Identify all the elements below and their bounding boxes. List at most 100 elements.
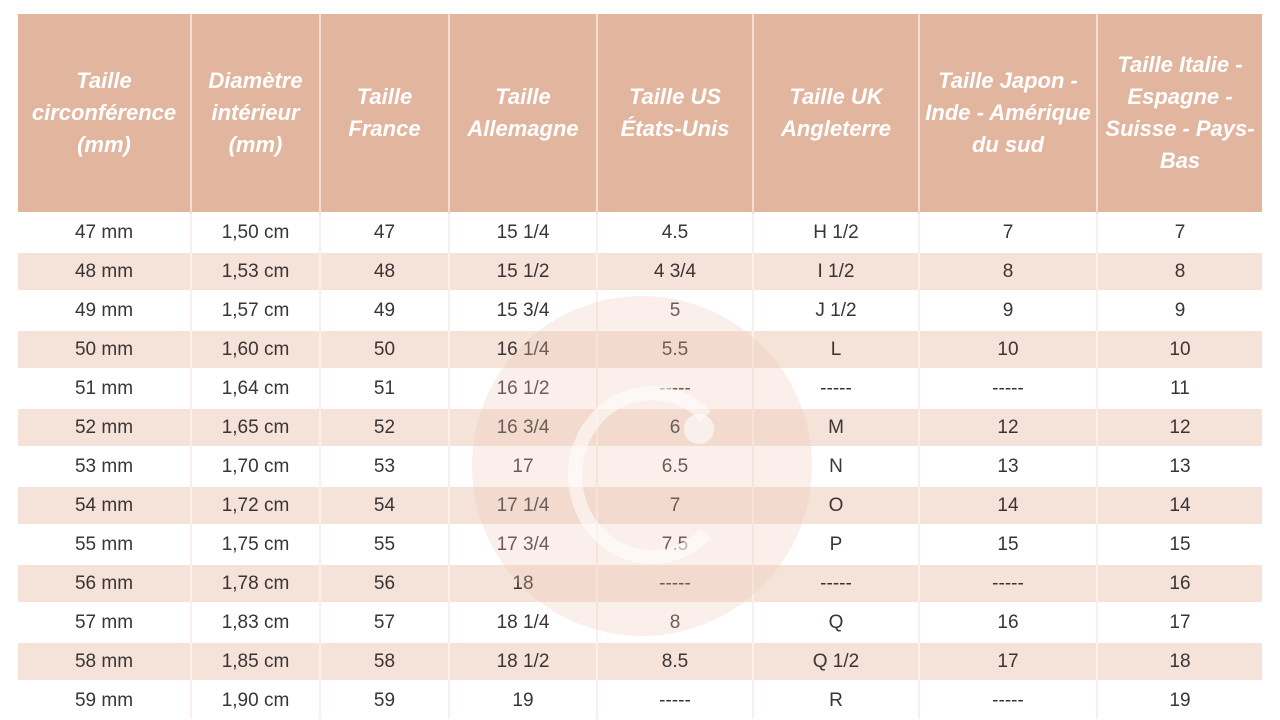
cell-japan-india-south-america: 9 [919, 290, 1098, 330]
cell-japan-india-south-america: 12 [919, 407, 1098, 447]
cell-uk: ----- [753, 368, 920, 408]
cell-france: 50 [320, 329, 450, 369]
cell-uk: Q 1/2 [753, 641, 920, 681]
cell-uk: Q [753, 602, 920, 642]
column-header-uk: Taille UK Angleterre [753, 14, 920, 213]
cell-france: 54 [320, 485, 450, 525]
column-header-japan-india-south-america: Taille Japon - Inde - Amérique du sud [919, 14, 1098, 213]
table-row: 55 mm 1,75 cm 55 17 3/4 7.5 P 15 15 [18, 524, 1262, 564]
cell-circumference: 53 mm [18, 446, 192, 486]
cell-inner-diameter: 1,60 cm [191, 329, 321, 369]
cell-uk: P [753, 524, 920, 564]
cell-france: 47 [320, 212, 450, 252]
cell-us: 7 [597, 485, 754, 525]
cell-japan-india-south-america: 17 [919, 641, 1098, 681]
cell-inner-diameter: 1,57 cm [191, 290, 321, 330]
cell-inner-diameter: 1,83 cm [191, 602, 321, 642]
cell-france: 51 [320, 368, 450, 408]
cell-italy-spain-switzerland-netherlands: 12 [1097, 407, 1262, 447]
table-row: 48 mm 1,53 cm 48 15 1/2 4 3/4 I 1/2 8 8 [18, 251, 1262, 291]
cell-us: 6 [597, 407, 754, 447]
cell-uk: N [753, 446, 920, 486]
table-row: 57 mm 1,83 cm 57 18 1/4 8 Q 16 17 [18, 602, 1262, 642]
cell-japan-india-south-america: ----- [919, 563, 1098, 603]
cell-france: 59 [320, 680, 450, 719]
cell-uk: O [753, 485, 920, 525]
cell-circumference: 59 mm [18, 680, 192, 719]
cell-inner-diameter: 1,70 cm [191, 446, 321, 486]
cell-france: 52 [320, 407, 450, 447]
cell-circumference: 56 mm [18, 563, 192, 603]
cell-italy-spain-switzerland-netherlands: 19 [1097, 680, 1262, 719]
table-row: 53 mm 1,70 cm 53 17 6.5 N 13 13 [18, 446, 1262, 486]
table-row: 56 mm 1,78 cm 56 18 ----- ----- ----- 16 [18, 563, 1262, 603]
cell-italy-spain-switzerland-netherlands: 7 [1097, 212, 1262, 252]
cell-us: 8.5 [597, 641, 754, 681]
cell-france: 49 [320, 290, 450, 330]
cell-circumference: 48 mm [18, 251, 192, 291]
table-row: 59 mm 1,90 cm 59 19 ----- R ----- 19 [18, 680, 1262, 719]
column-header-circumference: Taille circonférence (mm) [18, 14, 192, 213]
cell-japan-india-south-america: 13 [919, 446, 1098, 486]
cell-uk: I 1/2 [753, 251, 920, 291]
cell-germany: 15 3/4 [449, 290, 598, 330]
cell-germany: 16 3/4 [449, 407, 598, 447]
cell-japan-india-south-america: 16 [919, 602, 1098, 642]
cell-japan-india-south-america: 8 [919, 251, 1098, 291]
cell-us: 7.5 [597, 524, 754, 564]
cell-italy-spain-switzerland-netherlands: 17 [1097, 602, 1262, 642]
cell-uk: ----- [753, 563, 920, 603]
cell-us: 6.5 [597, 446, 754, 486]
cell-circumference: 55 mm [18, 524, 192, 564]
cell-italy-spain-switzerland-netherlands: 11 [1097, 368, 1262, 408]
cell-circumference: 58 mm [18, 641, 192, 681]
cell-us: 8 [597, 602, 754, 642]
table-row: 47 mm 1,50 cm 47 15 1/4 4.5 H 1/2 7 7 [18, 212, 1262, 252]
cell-japan-india-south-america: 10 [919, 329, 1098, 369]
column-header-us: Taille US États-Unis [597, 14, 754, 213]
cell-italy-spain-switzerland-netherlands: 8 [1097, 251, 1262, 291]
cell-inner-diameter: 1,53 cm [191, 251, 321, 291]
cell-circumference: 47 mm [18, 212, 192, 252]
cell-france: 53 [320, 446, 450, 486]
cell-us: 4 3/4 [597, 251, 754, 291]
cell-inner-diameter: 1,50 cm [191, 212, 321, 252]
cell-italy-spain-switzerland-netherlands: 13 [1097, 446, 1262, 486]
cell-japan-india-south-america: 14 [919, 485, 1098, 525]
cell-inner-diameter: 1,65 cm [191, 407, 321, 447]
cell-circumference: 51 mm [18, 368, 192, 408]
cell-france: 56 [320, 563, 450, 603]
cell-circumference: 49 mm [18, 290, 192, 330]
cell-germany: 18 [449, 563, 598, 603]
cell-inner-diameter: 1,90 cm [191, 680, 321, 719]
cell-japan-india-south-america: ----- [919, 368, 1098, 408]
column-header-france: Taille France [320, 14, 450, 213]
cell-italy-spain-switzerland-netherlands: 16 [1097, 563, 1262, 603]
cell-germany: 16 1/4 [449, 329, 598, 369]
cell-us: 5.5 [597, 329, 754, 369]
cell-germany: 15 1/2 [449, 251, 598, 291]
cell-germany: 18 1/4 [449, 602, 598, 642]
cell-uk: H 1/2 [753, 212, 920, 252]
cell-germany: 17 [449, 446, 598, 486]
cell-italy-spain-switzerland-netherlands: 10 [1097, 329, 1262, 369]
cell-us: ----- [597, 368, 754, 408]
table-row: 58 mm 1,85 cm 58 18 1/2 8.5 Q 1/2 17 18 [18, 641, 1262, 681]
cell-us: 4.5 [597, 212, 754, 252]
column-header-inner-diameter: Diamètre intérieur (mm) [191, 14, 321, 213]
cell-circumference: 50 mm [18, 329, 192, 369]
cell-italy-spain-switzerland-netherlands: 9 [1097, 290, 1262, 330]
cell-inner-diameter: 1,75 cm [191, 524, 321, 564]
cell-italy-spain-switzerland-netherlands: 15 [1097, 524, 1262, 564]
cell-france: 57 [320, 602, 450, 642]
cell-uk: R [753, 680, 920, 719]
table-row: 52 mm 1,65 cm 52 16 3/4 6 M 12 12 [18, 407, 1262, 447]
cell-us: ----- [597, 680, 754, 719]
cell-japan-india-south-america: ----- [919, 680, 1098, 719]
cell-uk: M [753, 407, 920, 447]
cell-italy-spain-switzerland-netherlands: 14 [1097, 485, 1262, 525]
cell-germany: 17 1/4 [449, 485, 598, 525]
cell-germany: 16 1/2 [449, 368, 598, 408]
cell-uk: L [753, 329, 920, 369]
table-row: 49 mm 1,57 cm 49 15 3/4 5 J 1/2 9 9 [18, 290, 1262, 330]
